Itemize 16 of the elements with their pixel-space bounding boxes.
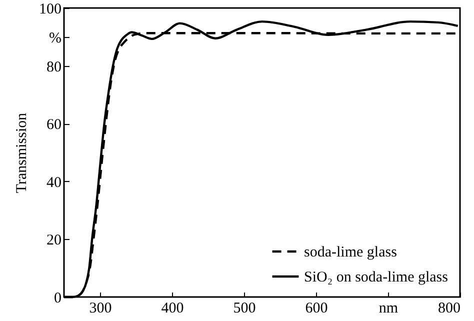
x-tick-label: 500 bbox=[233, 300, 256, 316]
y-tick-label: 100 bbox=[39, 2, 62, 18]
y-tick-label: 80 bbox=[46, 59, 62, 76]
y-tick-label: 20 bbox=[46, 232, 62, 249]
x-tick-label: nm bbox=[378, 300, 398, 316]
y-tick-label: % bbox=[49, 30, 62, 46]
legend-label: soda-lime glass bbox=[304, 244, 398, 260]
x-tick-label: 600 bbox=[305, 300, 328, 316]
x-tick-label: 300 bbox=[89, 300, 112, 316]
y-tick-label: 40 bbox=[46, 174, 62, 191]
y-axis-title: Transmission bbox=[14, 112, 30, 194]
y-tick-label: 60 bbox=[46, 117, 62, 134]
legend-label: SiO₂ on soda-lime glass bbox=[304, 270, 448, 286]
x-tick-label: 800 bbox=[438, 300, 460, 316]
y-tick-label: 0 bbox=[54, 290, 62, 306]
x-tick-label: 400 bbox=[161, 300, 184, 316]
